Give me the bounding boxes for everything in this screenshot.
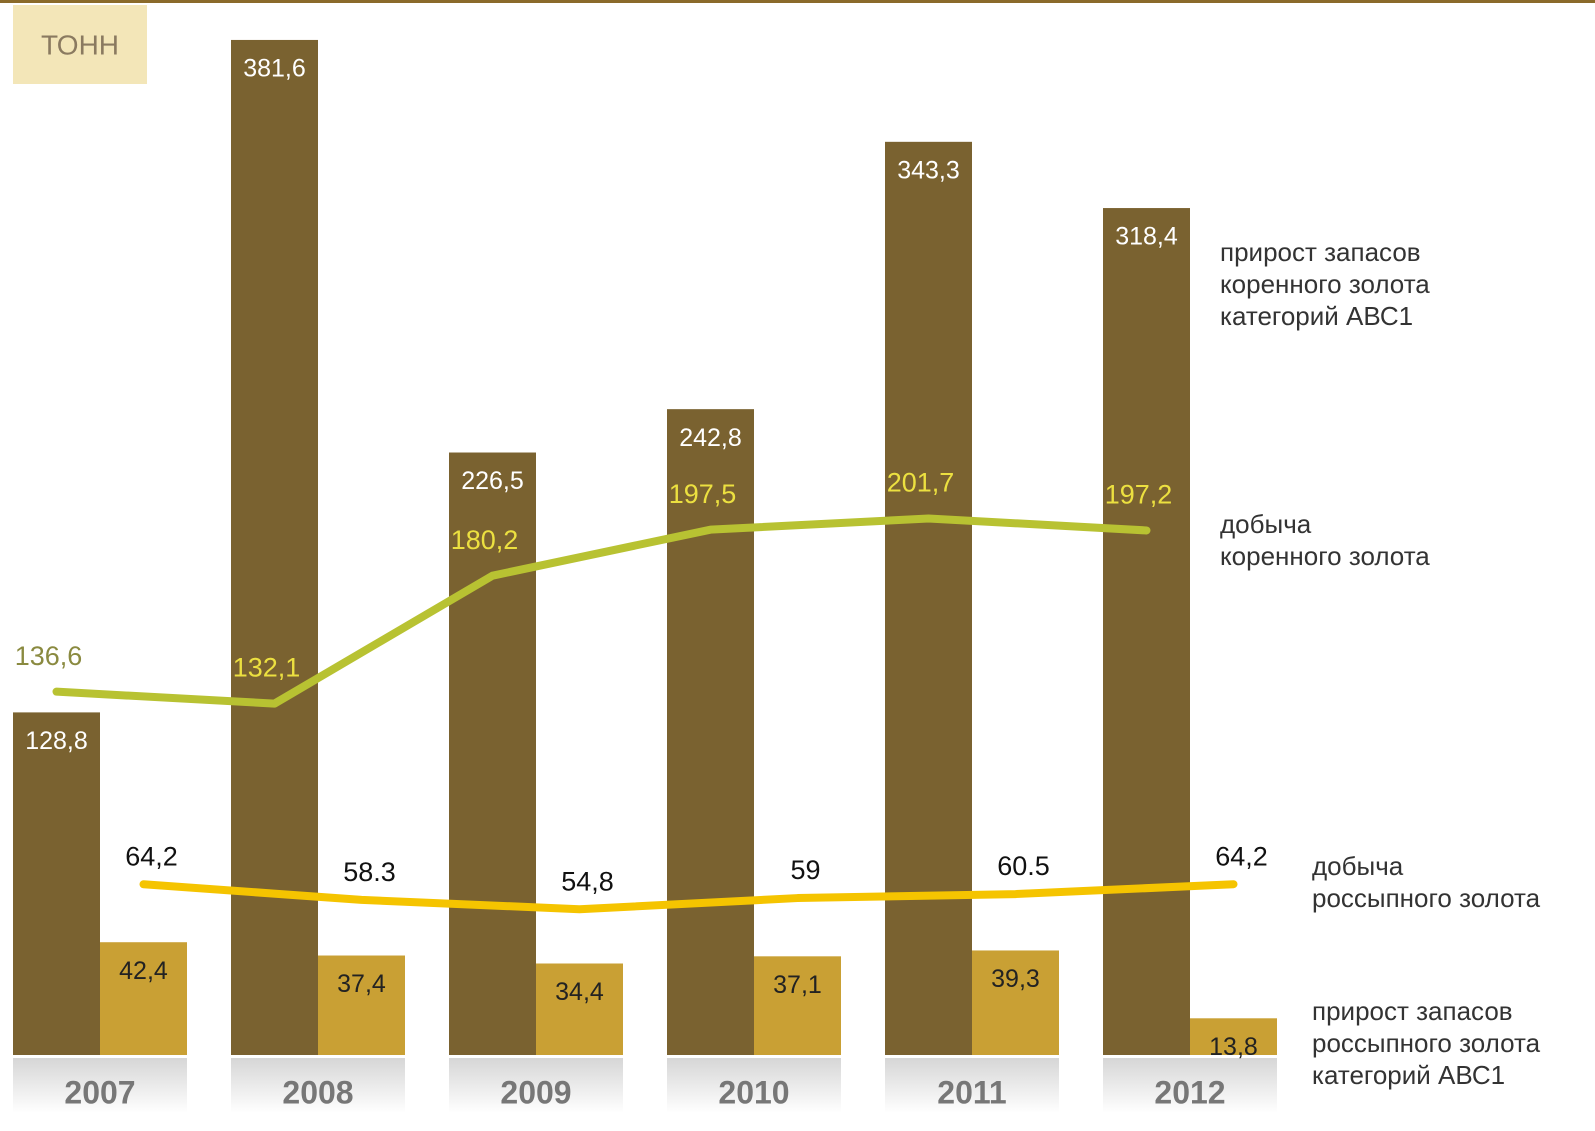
line — [52, 514, 1151, 708]
bar-value-label: 318,4 — [1115, 223, 1178, 251]
bar — [1190, 1018, 1277, 1055]
line-value-label: 54,8 — [561, 866, 614, 896]
line-value-label: 64,2 — [1215, 841, 1268, 871]
bar — [231, 39, 318, 1056]
bar-value-label: 242,8 — [679, 424, 742, 452]
year-box — [667, 1058, 841, 1113]
line — [139, 880, 1238, 914]
bar — [13, 712, 100, 1055]
bar-value-label: 37,4 — [337, 970, 386, 998]
line-value-label: 136,6 — [15, 641, 83, 671]
bar — [318, 955, 405, 1055]
bar-value-label: 34,4 — [555, 978, 604, 1006]
unit-label: ТОНН — [41, 29, 119, 60]
bar — [972, 950, 1059, 1055]
x-tick-label: 2009 — [500, 1074, 571, 1110]
legend-entry: добыча россыпного золота — [1312, 851, 1541, 913]
bar-value-label: 37,1 — [773, 971, 822, 999]
legend-entry: прирост запасов россыпного золота катего… — [1312, 996, 1541, 1090]
x-tick-label: 2010 — [718, 1074, 789, 1110]
top-border — [0, 0, 1595, 3]
bar-value-label: 343,3 — [897, 156, 960, 184]
bar — [667, 409, 754, 1056]
line-value-label: 201,7 — [887, 468, 955, 498]
bar — [885, 141, 972, 1055]
line-value-label: 197,2 — [1105, 480, 1173, 510]
line-value-label: 59 — [790, 855, 820, 885]
line-value-label: 197,5 — [669, 479, 737, 509]
bar-value-label: 128,8 — [25, 727, 88, 755]
year-box — [13, 1058, 187, 1113]
line-value-label: 64,2 — [125, 841, 178, 871]
bar-value-label: 13,8 — [1209, 1033, 1258, 1061]
bar-value-label: 42,4 — [119, 957, 168, 985]
year-box — [885, 1058, 1059, 1113]
bar — [1103, 208, 1190, 1055]
x-tick-label: 2007 — [64, 1074, 135, 1110]
x-tick-label: 2008 — [282, 1074, 353, 1110]
line-value-label: 180,2 — [451, 525, 519, 555]
line-value-label: 58.3 — [343, 857, 396, 887]
line-value-label: 60.5 — [997, 851, 1050, 881]
year-box — [1103, 1058, 1277, 1113]
line-value-label: 132,1 — [233, 653, 301, 683]
x-tick-label: 2012 — [1154, 1074, 1225, 1110]
bar — [754, 956, 841, 1055]
bar — [100, 942, 187, 1055]
bar — [536, 963, 623, 1055]
x-tick-label: 2011 — [937, 1074, 1006, 1110]
year-box — [231, 1058, 405, 1113]
year-box — [449, 1058, 623, 1113]
bar — [449, 452, 536, 1055]
bar-value-label: 381,6 — [243, 55, 306, 83]
unit-box — [13, 5, 147, 84]
legend-entry: прирост запасов коренного золота категор… — [1220, 237, 1430, 331]
bar-value-label: 39,3 — [991, 965, 1040, 993]
bar-value-label: 226,5 — [461, 467, 524, 495]
legend-entry: добыча коренного золота — [1220, 509, 1430, 571]
